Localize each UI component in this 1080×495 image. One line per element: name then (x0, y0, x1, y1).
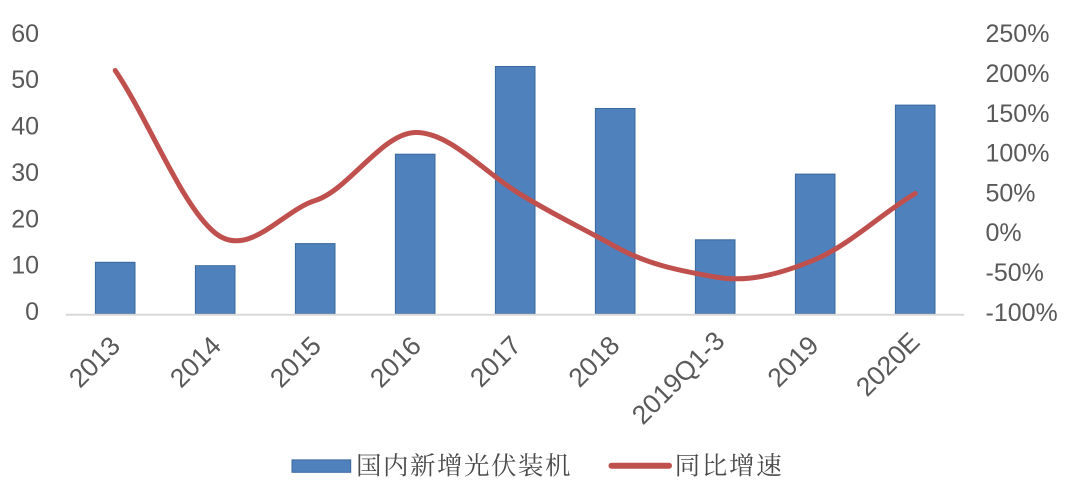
svg-text:-100%: -100% (986, 299, 1058, 327)
svg-text:100%: 100% (986, 140, 1050, 168)
svg-text:0: 0 (25, 298, 39, 326)
svg-text:60: 60 (11, 20, 39, 48)
svg-text:0%: 0% (986, 219, 1022, 247)
svg-text:20: 20 (11, 205, 39, 233)
svg-text:50: 50 (11, 66, 39, 94)
svg-text:50%: 50% (986, 179, 1036, 207)
svg-text:150%: 150% (986, 100, 1050, 128)
svg-text:-50%: -50% (986, 259, 1044, 287)
svg-text:30: 30 (11, 159, 39, 187)
svg-text:200%: 200% (986, 60, 1050, 88)
svg-text:250%: 250% (986, 20, 1050, 48)
svg-text:10: 10 (11, 252, 39, 280)
svg-text:40: 40 (11, 113, 39, 141)
